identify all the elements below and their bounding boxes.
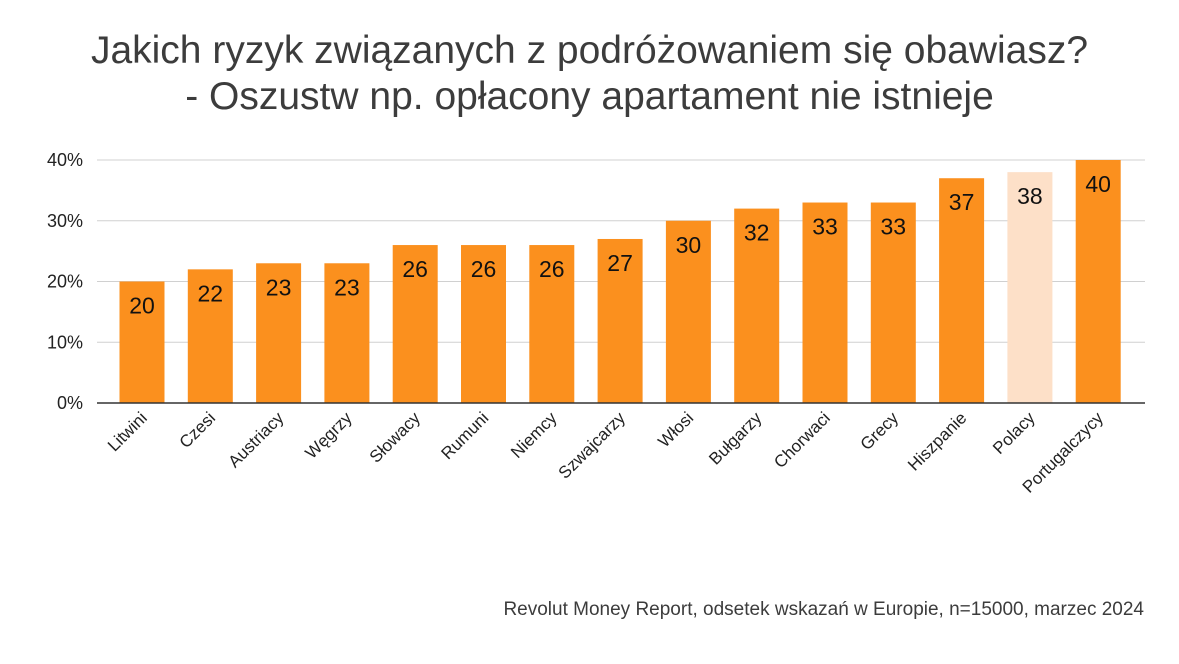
bar <box>1075 160 1121 403</box>
data-label: 26 <box>471 256 497 282</box>
y-tick-label: 10% <box>47 332 83 352</box>
data-label: 27 <box>607 250 633 276</box>
bar <box>324 263 370 403</box>
data-label: 20 <box>129 293 155 319</box>
data-label: 33 <box>812 214 838 240</box>
chart-title-line-2: - Oszustw np. opłacony apartament nie is… <box>185 75 994 118</box>
source-note: Revolut Money Report, odsetek wskazań w … <box>503 599 1144 620</box>
data-label: 33 <box>881 214 907 240</box>
data-label: 22 <box>198 280 224 306</box>
data-label: 40 <box>1085 171 1111 197</box>
bar <box>392 245 438 403</box>
x-tick-label: Chorwaci <box>770 408 834 472</box>
x-tick-label: Grecy <box>857 408 903 454</box>
data-labels: 20 22 23 23 26 26 26 27 30 32 33 33 37 38 40 <box>129 171 1111 319</box>
bar <box>256 263 302 403</box>
x-tick-label: Włosi <box>654 408 697 451</box>
y-tick-label: 30% <box>47 211 83 231</box>
bar <box>665 220 711 403</box>
data-label: 38 <box>1017 183 1043 209</box>
x-tick-label: Słowacy <box>366 408 425 467</box>
x-axis-ticks: Litwini Czesi Austriacy Węgrzy Słowacy Rumuni… <box>104 408 1107 497</box>
data-label: 37 <box>949 189 975 215</box>
x-tick-label: Bułgarzy <box>705 408 766 469</box>
x-tick-label: Polacy <box>989 408 1039 458</box>
x-tick-label: Niemcy <box>507 408 561 462</box>
bar <box>119 281 165 403</box>
data-label: 26 <box>539 256 565 282</box>
data-label: 23 <box>266 274 292 300</box>
x-tick-label: Węgrzy <box>302 408 357 463</box>
x-tick-label: Hiszpanie <box>904 408 970 474</box>
x-tick-label: Rumuni <box>437 408 492 463</box>
bar <box>1007 172 1053 403</box>
data-label: 30 <box>676 232 702 258</box>
bar <box>529 245 575 403</box>
y-axis-ticks: 0% 10% 20% 30% 40% <box>47 150 83 413</box>
y-tick-label: 20% <box>47 272 83 292</box>
bar <box>734 208 780 403</box>
bar <box>870 202 916 403</box>
x-tick-label: Szwajcarzy <box>555 408 630 483</box>
bars <box>119 160 1121 403</box>
bar <box>597 238 643 403</box>
x-tick-label: Litwini <box>104 408 151 455</box>
data-label: 32 <box>744 220 770 246</box>
bar <box>802 202 848 403</box>
x-tick-label: Austriacy <box>225 408 288 471</box>
bar <box>461 245 506 403</box>
y-tick-label: 40% <box>47 150 83 170</box>
y-tick-label: 0% <box>57 393 83 413</box>
chart-title-line-1: Jakich ryzyk związanych z podróżowaniem … <box>90 29 1089 72</box>
data-label: 26 <box>402 256 428 282</box>
bar <box>939 178 985 403</box>
x-tick-label: Czesi <box>176 408 219 451</box>
bar <box>187 269 233 403</box>
data-label: 23 <box>334 274 360 300</box>
